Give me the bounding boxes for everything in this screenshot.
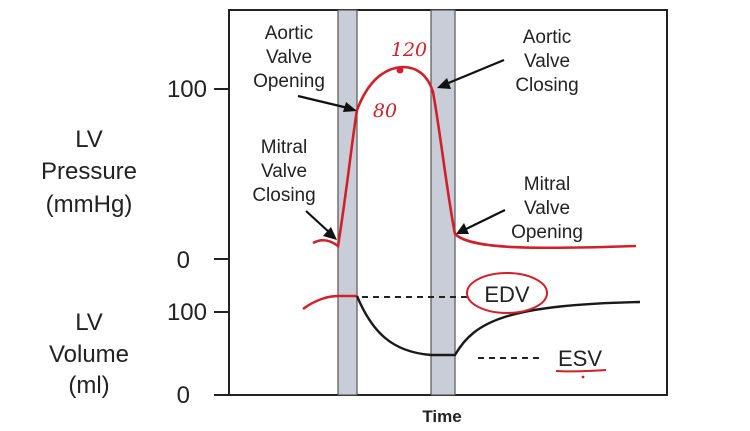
isovolumetric-relaxation-band — [430, 9, 456, 396]
svg-text:Valve: Valve — [266, 47, 312, 68]
svg-text:Closing: Closing — [515, 75, 578, 96]
aortic-valve-opening-label: Aortic Valve Opening — [253, 23, 325, 92]
volume-axis-label: LV Volume (ml) — [49, 309, 129, 399]
mitral-valve-closing-label: Mitral Valve Closing — [252, 137, 315, 206]
mitral-closing-arrow — [305, 210, 331, 234]
mitral-opening-arrowhead — [456, 223, 469, 234]
svg-text:Valve: Valve — [524, 198, 570, 219]
svg-text:(ml): (ml) — [68, 372, 109, 399]
mitral-closing-arrowhead — [323, 227, 337, 240]
lv-volume-curve-filling — [302, 294, 357, 310]
edv-circle-annotation — [466, 272, 548, 314]
svg-text:Pressure: Pressure — [41, 158, 137, 185]
handwritten-peak-pressure: 120 — [391, 39, 427, 61]
svg-text:Aortic: Aortic — [523, 27, 572, 48]
svg-text:LV: LV — [75, 309, 103, 336]
peak-marker-dot — [396, 66, 404, 74]
esv-label: ESV — [558, 346, 602, 371]
aortic-valve-closing-label: Aortic Valve Closing — [515, 27, 578, 96]
svg-text:Opening: Opening — [511, 222, 583, 243]
mitral-opening-arrow — [463, 209, 506, 231]
aortic-closing-arrowhead — [437, 78, 451, 89]
mitral-valve-opening-label: Mitral Valve Opening — [511, 174, 583, 243]
time-axis-label: Time — [422, 407, 461, 426]
svg-text:(mmHg): (mmHg) — [46, 191, 133, 218]
lv-volume-curve — [355, 295, 641, 357]
svg-text:Mitral: Mitral — [524, 174, 570, 195]
volume-tick-label-0: 0 — [177, 382, 190, 409]
svg-text:Closing: Closing — [252, 185, 315, 206]
esv-underline-annotation — [555, 369, 607, 373]
esv-dot-annotation — [581, 375, 585, 379]
isovolumetric-contraction-band — [337, 9, 358, 396]
svg-text:Volume: Volume — [49, 341, 129, 368]
svg-text:LV: LV — [75, 126, 103, 153]
aortic-closing-arrow — [445, 58, 505, 86]
volume-tick-label-100: 100 — [167, 299, 207, 326]
svg-text:Valve: Valve — [261, 161, 307, 182]
pressure-tick-label-0: 0 — [177, 247, 190, 274]
lv-pressure-curve — [312, 65, 637, 250]
pressure-tick-label-100: 100 — [167, 76, 207, 103]
aortic-opening-arrow — [297, 94, 349, 110]
edv-label: EDV — [484, 282, 530, 307]
svg-text:Mitral: Mitral — [261, 137, 307, 158]
pressure-axis-label: LV Pressure (mmHg) — [41, 126, 137, 218]
aortic-opening-arrowhead — [343, 102, 357, 112]
svg-text:Aortic: Aortic — [265, 23, 314, 44]
svg-text:Valve: Valve — [524, 51, 570, 72]
svg-text:Opening: Opening — [253, 71, 325, 92]
handwritten-opening-pressure: 80 — [373, 100, 397, 122]
